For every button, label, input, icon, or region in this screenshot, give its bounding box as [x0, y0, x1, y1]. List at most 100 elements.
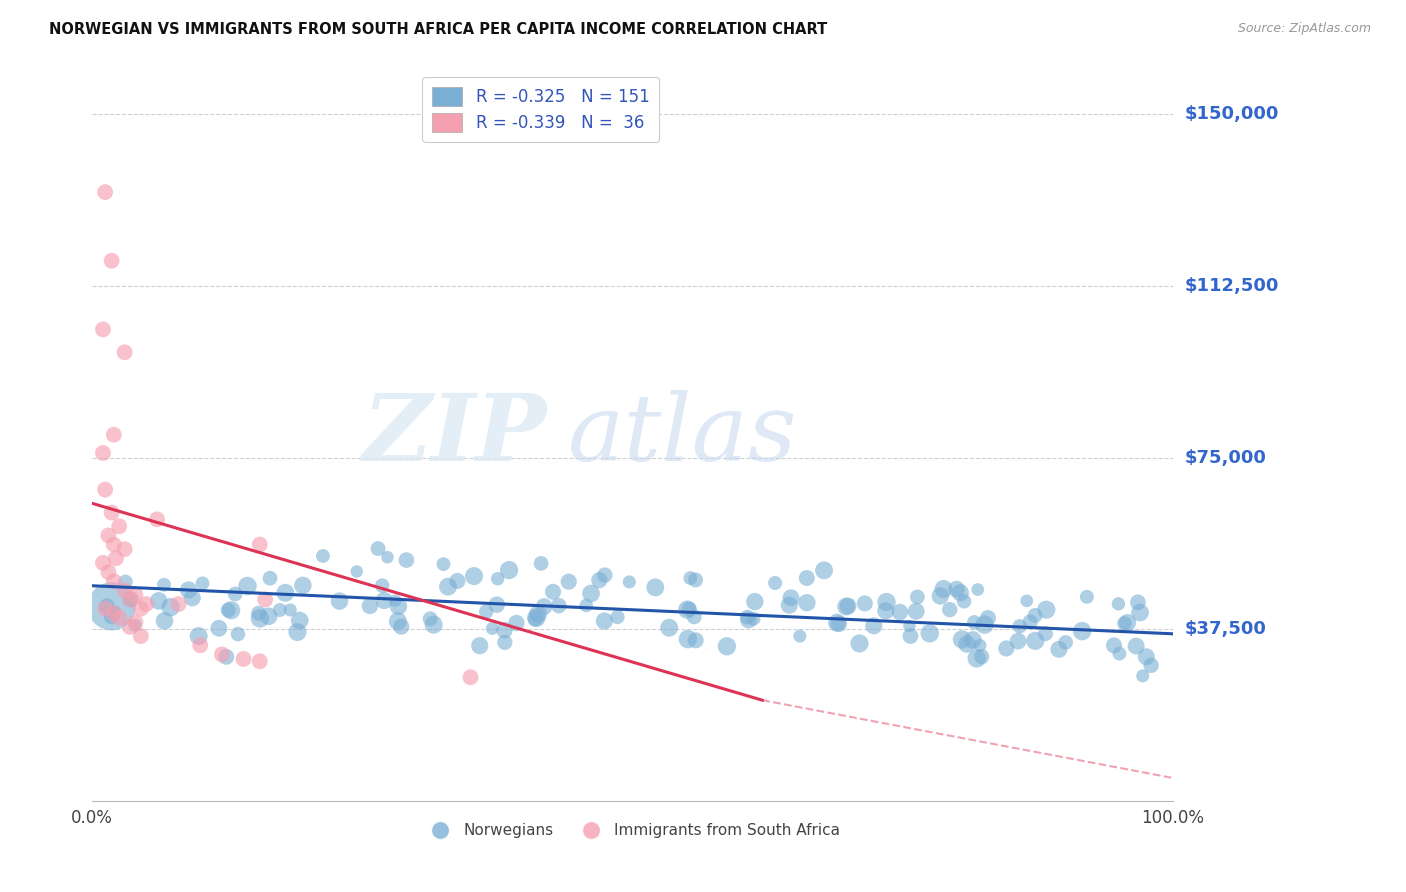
Point: [962, 632, 984, 647]
Point: [224, 587, 246, 601]
Point: [118, 592, 141, 607]
Point: [269, 603, 291, 617]
Point: [91, 446, 114, 460]
Point: [468, 639, 491, 653]
Point: [900, 629, 922, 643]
Point: [995, 641, 1018, 656]
Point: [676, 632, 699, 647]
Point: [148, 594, 170, 608]
Point: [558, 574, 581, 589]
Point: [153, 614, 176, 628]
Point: [524, 612, 547, 626]
Point: [328, 594, 350, 608]
Point: [159, 600, 181, 615]
Point: [94, 185, 117, 199]
Point: [1132, 669, 1154, 683]
Point: [97, 528, 120, 542]
Point: [1107, 597, 1129, 611]
Point: [527, 607, 550, 621]
Point: [579, 586, 602, 600]
Point: [226, 627, 249, 641]
Point: [1024, 633, 1046, 648]
Point: [208, 621, 231, 635]
Point: [530, 557, 553, 571]
Point: [387, 614, 409, 628]
Point: [312, 549, 335, 563]
Point: [259, 571, 281, 585]
Point: [1035, 602, 1057, 616]
Point: [373, 593, 395, 607]
Point: [796, 596, 818, 610]
Point: [104, 551, 127, 566]
Point: [100, 506, 122, 520]
Point: [505, 615, 527, 630]
Point: [103, 574, 125, 589]
Point: [254, 592, 277, 607]
Point: [94, 483, 117, 497]
Point: [395, 553, 418, 567]
Text: NORWEGIAN VS IMMIGRANTS FROM SOUTH AFRICA PER CAPITA INCOME CORRELATION CHART: NORWEGIAN VS IMMIGRANTS FROM SOUTH AFRIC…: [49, 22, 828, 37]
Point: [120, 592, 142, 607]
Point: [966, 651, 988, 665]
Point: [103, 606, 125, 620]
Point: [1024, 608, 1046, 623]
Text: $37,500: $37,500: [1184, 620, 1265, 639]
Point: [898, 619, 921, 633]
Point: [835, 599, 858, 614]
Point: [232, 652, 254, 666]
Point: [100, 609, 122, 624]
Point: [796, 571, 818, 585]
Point: [744, 594, 766, 608]
Point: [481, 622, 503, 636]
Point: [291, 578, 314, 592]
Point: [1116, 615, 1139, 630]
Point: [387, 599, 409, 614]
Point: [422, 617, 444, 632]
Point: [1126, 595, 1149, 609]
Point: [1007, 634, 1029, 648]
Point: [460, 670, 482, 684]
Point: [973, 617, 995, 632]
Point: [494, 635, 516, 649]
Point: [167, 597, 190, 611]
Point: [129, 629, 152, 643]
Point: [876, 595, 898, 609]
Point: [274, 586, 297, 600]
Point: [619, 574, 641, 589]
Point: [96, 599, 118, 614]
Point: [100, 253, 122, 268]
Point: [524, 611, 547, 625]
Point: [588, 573, 610, 587]
Point: [938, 602, 960, 616]
Point: [103, 427, 125, 442]
Point: [685, 633, 707, 648]
Point: [1071, 624, 1094, 639]
Point: [763, 576, 786, 591]
Point: [91, 556, 114, 570]
Point: [853, 596, 876, 610]
Point: [827, 616, 849, 631]
Point: [177, 582, 200, 597]
Point: [129, 601, 152, 615]
Point: [287, 625, 309, 640]
Point: [813, 563, 835, 577]
Point: [575, 599, 598, 613]
Point: [678, 602, 700, 616]
Point: [485, 598, 508, 612]
Point: [437, 580, 460, 594]
Point: [593, 614, 616, 628]
Point: [135, 597, 157, 611]
Point: [1108, 647, 1130, 661]
Point: [848, 636, 870, 650]
Text: $150,000: $150,000: [1184, 105, 1278, 123]
Point: [146, 512, 169, 526]
Point: [970, 649, 993, 664]
Point: [1114, 616, 1136, 631]
Point: [108, 611, 131, 625]
Point: [1125, 639, 1147, 653]
Point: [889, 605, 911, 619]
Point: [1076, 590, 1098, 604]
Point: [432, 557, 454, 571]
Text: ZIP: ZIP: [361, 390, 546, 480]
Point: [969, 639, 991, 653]
